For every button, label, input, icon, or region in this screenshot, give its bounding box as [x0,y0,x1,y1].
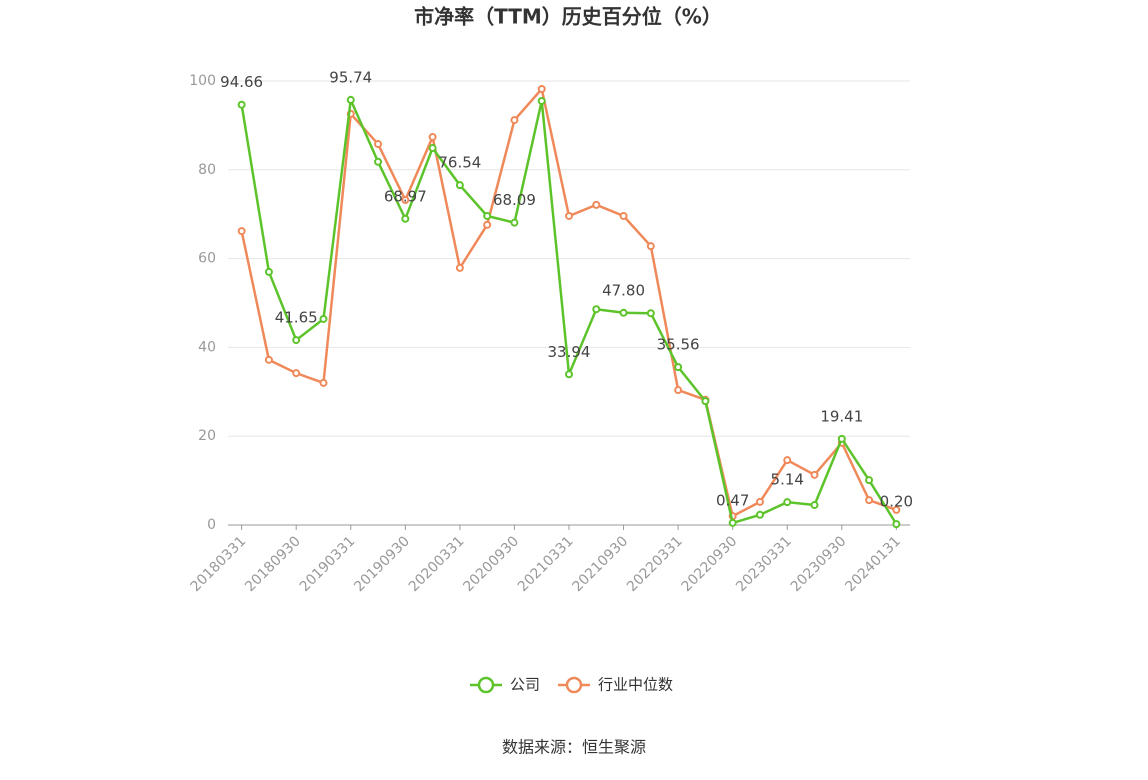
data-point [810,501,819,510]
data-point [565,211,573,220]
data-label: 95.74 [329,68,372,86]
data-point [319,378,328,387]
data-point [319,314,328,323]
data-point [455,181,464,190]
data-point [537,96,546,105]
x-tick-label: 20190331 [297,533,359,595]
data-point [755,497,764,506]
data-point [701,397,710,406]
data-point [646,242,655,251]
data-point [728,518,737,527]
data-point [865,476,874,485]
source-note: 数据来源：恒生聚源 [502,738,646,757]
chart-title: 市净率（TTM）历史百分位（%） [414,5,722,29]
data-point [537,84,546,93]
legend-marker [477,676,495,694]
data-label: 68.97 [384,187,427,205]
data-point [264,267,273,276]
data-point [510,218,519,227]
data-point [565,370,573,379]
series-line [240,95,898,525]
data-label: 68.09 [493,191,536,209]
x-tick-label: 20180930 [242,533,304,595]
x-tick-label: 20200331 [406,533,468,595]
data-point [401,195,410,204]
y-tick-label: 80 [198,162,216,178]
x-tick-label: 20180331 [188,533,250,595]
data-point [837,434,846,443]
y-tick-label: 100 [189,73,216,89]
data-point [674,386,683,395]
data-point [783,456,792,465]
data-point [646,309,655,318]
data-point [755,510,764,519]
data-point [374,157,383,166]
data-point [510,116,519,125]
x-tick-label: 20210331 [515,533,577,595]
data-label: 76.54 [438,154,481,172]
data-point [237,100,246,109]
x-tick-label: 20200930 [460,533,522,595]
data-point [619,211,628,220]
data-point [810,470,819,479]
x-tick-label: 20220930 [679,533,741,595]
data-point [592,305,601,314]
legend-item[interactable]: 行业中位数 [558,676,673,694]
y-tick-label: 40 [198,339,216,355]
data-point [237,227,246,236]
x-tick-label: 20220331 [624,533,686,595]
legend-label: 行业中位数 [598,676,673,694]
data-label: 47.80 [602,281,645,299]
y-tick-label: 20 [198,428,216,444]
data-point [428,144,437,153]
data-point [892,505,901,514]
data-point [292,336,301,345]
legend-marker [565,676,583,694]
data-point [892,520,901,529]
data-point [592,200,601,209]
x-tick-label: 20190930 [351,533,413,595]
y-tick-label: 0 [207,517,216,533]
data-label: 41.65 [275,309,318,327]
data-point [264,355,273,364]
data-point [401,214,410,223]
y-tick-label: 60 [198,251,216,267]
data-point [483,220,492,229]
data-point [346,95,355,104]
x-tick-label: 20230930 [788,533,850,595]
data-point [783,498,792,507]
data-label: 35.56 [657,336,700,354]
data-label: 94.66 [220,73,263,91]
x-tick-label: 20210930 [570,533,632,595]
data-label: 0.47 [716,491,749,509]
data-label: 33.94 [548,343,591,361]
data-label: 5.14 [771,471,804,489]
data-point [483,211,492,220]
data-label: 19.41 [820,407,863,425]
legend-item[interactable]: 公司 [470,676,540,694]
data-point [619,308,628,317]
x-tick-label: 20230331 [733,533,795,595]
data-point [374,140,383,149]
series-line [240,86,897,518]
x-tick-label: 20240131 [842,533,904,595]
data-label: 0.20 [880,493,913,511]
data-point [865,496,874,505]
data-point [674,363,683,372]
data-point [428,132,437,141]
legend-label: 公司 [510,676,540,694]
data-point [455,263,464,272]
data-point [292,369,301,378]
